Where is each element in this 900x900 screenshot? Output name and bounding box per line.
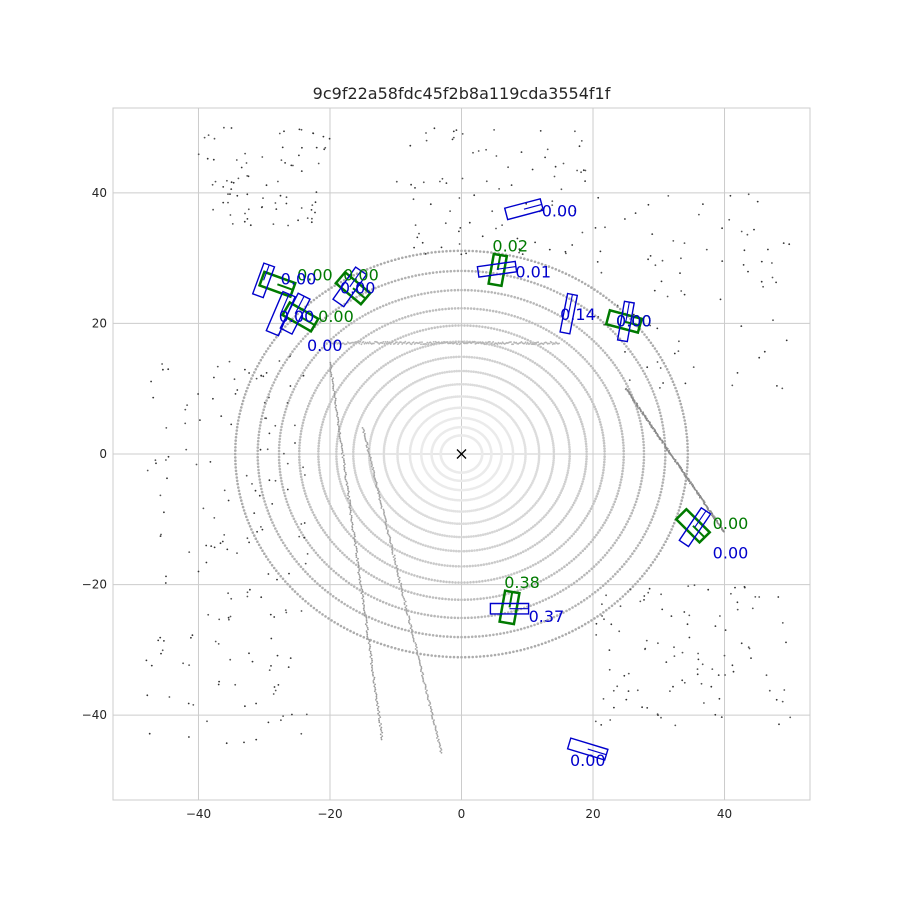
prediction-box (279, 292, 311, 336)
prediction-heading-line (523, 203, 542, 210)
y-tick-label: 20 (92, 316, 107, 330)
x-tick-label: 40 (717, 807, 732, 821)
x-tick-label: 20 (585, 807, 600, 821)
prediction-score-label: 0.00 (307, 336, 343, 355)
ground-truth-heading-line (623, 320, 641, 327)
ground-truth-score-label: 0.00 (713, 514, 749, 533)
x-tick-label: 0 (458, 807, 466, 821)
prediction-heading-line (263, 264, 270, 281)
prediction-box (616, 300, 636, 343)
ego-vehicle-marker (456, 449, 467, 459)
plot-frame (112, 107, 811, 801)
y-tick-label: 40 (92, 186, 107, 200)
prediction-box (489, 602, 530, 615)
prediction-score-label: 0.00 (616, 312, 652, 331)
grid-lines (113, 108, 810, 800)
prediction-score-label: 0.00 (570, 751, 606, 770)
ground-truth-box (498, 589, 521, 626)
x-tick-label: −20 (317, 807, 342, 821)
ego-marker-stroke (456, 449, 467, 459)
ground-truth-score-label: 0.02 (492, 237, 528, 256)
y-tick-label: 0 (99, 447, 107, 461)
prediction-score-label: 0.00 (713, 543, 749, 562)
prediction-heading-line (568, 294, 573, 314)
prediction-score-label: 0.14 (560, 305, 596, 324)
prediction-box (566, 737, 609, 761)
ground-truth-box (604, 308, 644, 335)
ground-truth-score-label: 0.00 (318, 307, 354, 326)
ground-truth-heading-line (496, 254, 502, 271)
prediction-score-label: 0.37 (529, 607, 565, 626)
ground-truth-box (280, 300, 321, 334)
ground-truth-box (674, 507, 712, 545)
ground-truth-box (334, 270, 372, 306)
prediction-box (559, 292, 579, 335)
ground-truth-score-label: 0.00 (616, 312, 652, 331)
prediction-heading-line (694, 510, 707, 528)
chart-title: 9c9f22a58fdc45f2b8a119cda3554f1f (313, 84, 611, 103)
y-tick-label: −20 (82, 578, 107, 592)
ground-truth-heading-line (299, 316, 316, 326)
lidar-point-cloud (145, 126, 792, 754)
prediction-heading-line (280, 293, 290, 314)
y-tick-label: −40 (82, 708, 107, 722)
ground-truth-score-label: 0.38 (504, 573, 540, 592)
prediction-score-label: 0.00 (279, 307, 315, 326)
ground-truth-box (487, 252, 509, 288)
prediction-box (332, 266, 368, 308)
prediction-heading-line (587, 748, 607, 756)
ground-truth-box (257, 270, 297, 299)
ground-truth-heading-line (277, 283, 294, 291)
prediction-box (678, 506, 712, 548)
prediction-box (251, 262, 276, 299)
ground-truth-score-label: 0.00 (343, 265, 379, 284)
prediction-box (476, 260, 518, 278)
x-tick-label: −40 (186, 807, 211, 821)
prediction-heading-line (294, 295, 305, 314)
prediction-score-label: 0.00 (340, 278, 376, 297)
prediction-heading-line (496, 266, 516, 270)
ground-truth-score-label: 0.00 (297, 265, 333, 284)
prediction-box (503, 197, 545, 221)
prediction-score-label: 0.00 (281, 269, 317, 288)
prediction-heading-line (625, 302, 630, 322)
prediction-heading-line (349, 270, 362, 288)
score-labels: 0.020.000.000.000.000.000.380.000.010.00… (279, 201, 749, 770)
ground-truth-heading-line (508, 591, 514, 608)
detection-boxes (251, 197, 712, 761)
axis-ticks: −40 −20 0 20 40 −40 −20 0 20 40 (82, 186, 732, 821)
prediction-score-label: 0.01 (515, 263, 551, 282)
prediction-score-label: 0.00 (542, 201, 578, 220)
prediction-box (265, 290, 297, 337)
